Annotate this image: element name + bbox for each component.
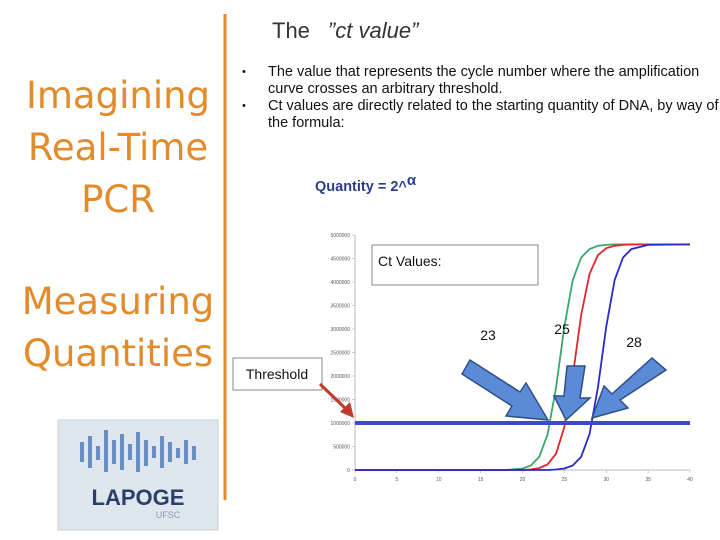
title-italic: ”ct value” <box>327 18 419 43</box>
y-tick-label: 0 <box>347 468 350 474</box>
bullet: Ct values are directly related to the st… <box>242 98 720 132</box>
y-tick-label: 2000000 <box>331 374 351 380</box>
formula-text: Quantity = 2^ <box>315 178 407 195</box>
bullet-list: The value that represents the cycle numb… <box>240 64 720 132</box>
y-tick-label: 4500000 <box>331 257 351 263</box>
y-tick-label: 3500000 <box>331 304 351 310</box>
threshold-label: Threshold <box>246 366 308 382</box>
side-heading: Measuring Quantities <box>0 276 236 380</box>
side-heading-line: PCR <box>81 178 155 221</box>
ct-label: 23 <box>480 327 496 343</box>
y-tick-label: 1500000 <box>331 398 351 404</box>
threshold-arrow <box>318 382 349 412</box>
x-tick-label: 25 <box>562 477 568 483</box>
side-heading-line: Measuring <box>21 280 215 323</box>
chart-annotations: Ct Values: 23 25 28 Threshold <box>232 244 668 422</box>
y-tick-label: 5000000 <box>331 233 351 239</box>
y-tick-label: 3000000 <box>331 327 351 333</box>
logo: LAPOGE UFSC <box>57 419 219 531</box>
side-heading-line: Imagining <box>25 74 211 117</box>
ct-title: Ct Values: <box>378 253 442 269</box>
formula: Quantity = 2^α <box>315 172 416 195</box>
y-tick-label: 1000000 <box>331 421 351 427</box>
x-tick-label: 30 <box>603 477 609 483</box>
logo-bars <box>80 430 196 472</box>
logo-name: LAPOGE <box>92 485 185 510</box>
side-heading-line: Real-Time <box>27 126 209 169</box>
bullet: The value that represents the cycle numb… <box>242 64 720 98</box>
arrows <box>460 357 668 422</box>
x-tick-label: 10 <box>436 477 442 483</box>
x-tick-label: 15 <box>478 477 484 483</box>
ct-label: 28 <box>626 334 642 350</box>
ct-box <box>371 244 539 286</box>
formula-exponent: α <box>406 172 417 189</box>
x-tick-label: 35 <box>645 477 651 483</box>
y-tick-label: 500000 <box>333 445 350 451</box>
title-text: The <box>272 18 310 43</box>
side-heading-line: Quantities <box>22 332 214 375</box>
chart: 0 500000 1000000 1500000 2000000 2500000 30000… <box>331 233 693 483</box>
arrow <box>552 365 592 422</box>
ct-label: 25 <box>554 321 570 337</box>
series-line <box>355 243 691 471</box>
title: The ”ct value” <box>272 18 418 44</box>
x-tick-label: 0 <box>354 477 357 483</box>
x-tick-label: 40 <box>687 477 693 483</box>
side-heading: Imagining Real-Time PCR <box>0 70 236 226</box>
y-tick-label: 2500000 <box>331 351 351 357</box>
arrow <box>590 357 668 420</box>
logo-subtitle: UFSC <box>156 510 181 520</box>
threshold-arrowhead <box>340 402 354 418</box>
x-tick-label: 20 <box>520 477 526 483</box>
y-tick-label: 4000000 <box>331 280 351 286</box>
arrow <box>460 358 550 421</box>
threshold-box <box>232 357 323 391</box>
x-tick-label: 5 <box>395 477 398 483</box>
